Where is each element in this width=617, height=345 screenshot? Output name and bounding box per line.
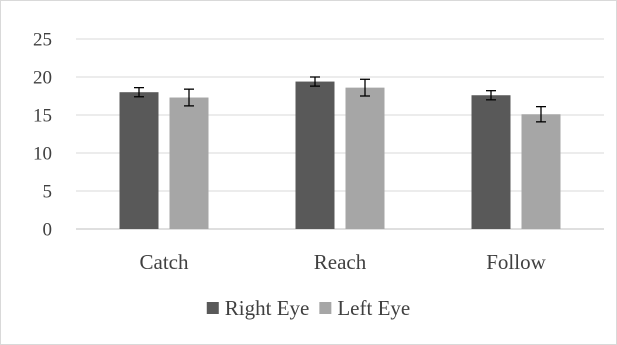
bar-left-eye-catch bbox=[169, 97, 209, 230]
error-bars bbox=[134, 76, 546, 123]
y-tick-label: 20 bbox=[33, 68, 52, 89]
x-category-label: Reach bbox=[314, 250, 367, 274]
gridlines bbox=[76, 38, 604, 230]
x-axis-category-labels: Catch Reach Follow bbox=[140, 250, 547, 274]
bar-right-eye-catch bbox=[119, 92, 159, 229]
legend: Right Eye Left Eye bbox=[206, 296, 410, 320]
y-axis-tick-labels: 0 5 10 15 20 25 bbox=[33, 30, 52, 241]
legend-label-left-eye: Left Eye bbox=[337, 296, 410, 320]
y-tick-label: 15 bbox=[33, 106, 52, 127]
bar-right-eye-reach bbox=[295, 81, 335, 229]
x-category-label: Follow bbox=[486, 250, 546, 274]
legend-swatch-right-eye bbox=[206, 302, 219, 314]
y-tick-label: 5 bbox=[43, 182, 53, 203]
bar-left-eye-follow bbox=[521, 114, 561, 229]
x-category-label: Catch bbox=[140, 250, 189, 274]
legend-swatch-left-eye bbox=[319, 302, 332, 314]
y-tick-label: 0 bbox=[43, 220, 53, 241]
y-tick-label: 10 bbox=[33, 144, 52, 165]
bars bbox=[119, 81, 561, 230]
bar-left-eye-reach bbox=[345, 87, 385, 229]
y-tick-label: 25 bbox=[33, 30, 52, 51]
legend-label-right-eye: Right Eye bbox=[225, 296, 310, 320]
bar-right-eye-follow bbox=[471, 95, 511, 230]
